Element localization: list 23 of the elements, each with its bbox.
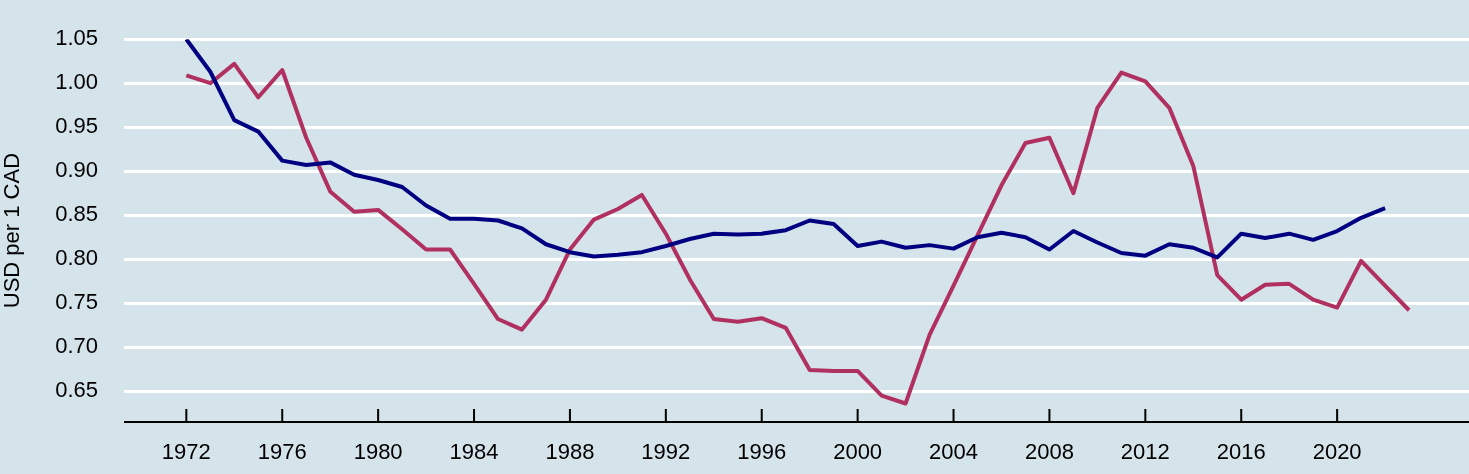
x-tick-label: 2016 bbox=[1216, 439, 1266, 465]
y-tick-label: 1.00 bbox=[55, 69, 98, 95]
x-tick-label: 2004 bbox=[929, 439, 979, 465]
y-tick-label: 0.95 bbox=[55, 113, 98, 139]
y-axis-title: USD per 1 CAD bbox=[0, 152, 25, 309]
x-tick-label: 1992 bbox=[641, 439, 691, 465]
x-tick-label: 1988 bbox=[545, 439, 595, 465]
y-tick-label: 0.90 bbox=[55, 157, 98, 183]
x-tick-label: 1972 bbox=[161, 439, 211, 465]
x-tick-label: 2000 bbox=[833, 439, 883, 465]
x-tick-label: 2008 bbox=[1024, 439, 1074, 465]
x-tick-label: 2012 bbox=[1120, 439, 1170, 465]
y-tick-label: 0.75 bbox=[55, 289, 98, 315]
x-tick-label: 2020 bbox=[1312, 439, 1362, 465]
y-tick-label: 0.70 bbox=[55, 333, 98, 359]
y-tick-label: 1.05 bbox=[55, 25, 98, 51]
y-tick-label: 0.65 bbox=[55, 377, 98, 403]
x-tick-label: 1976 bbox=[257, 439, 307, 465]
y-tick-label: 0.80 bbox=[55, 245, 98, 271]
x-tick-label: 1984 bbox=[449, 439, 499, 465]
x-tick-label: 1980 bbox=[353, 439, 403, 465]
x-tick-label: 1996 bbox=[737, 439, 787, 465]
y-tick-label: 0.85 bbox=[55, 201, 98, 227]
